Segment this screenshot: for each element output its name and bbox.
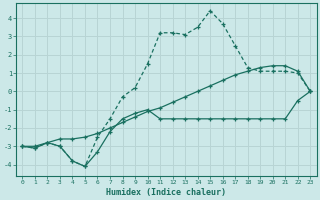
X-axis label: Humidex (Indice chaleur): Humidex (Indice chaleur)	[106, 188, 226, 197]
